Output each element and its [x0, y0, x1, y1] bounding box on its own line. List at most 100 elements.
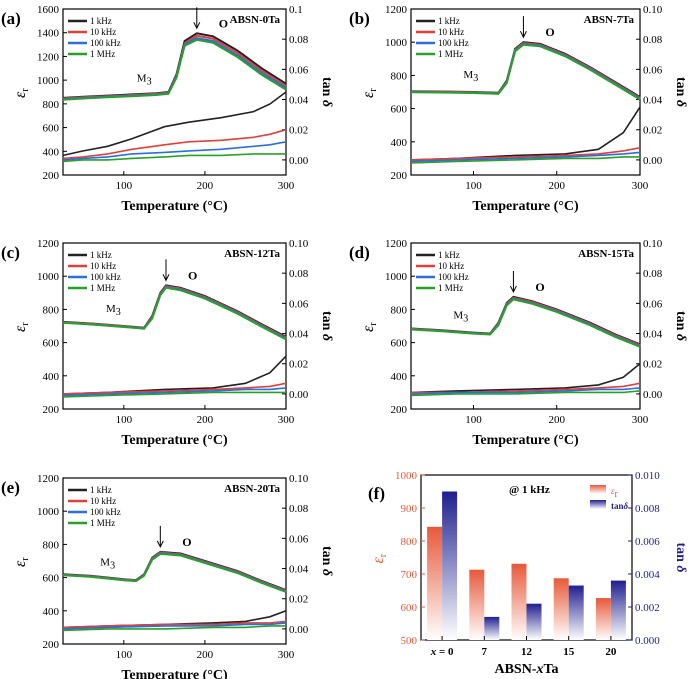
tan-delta-line: [62, 153, 286, 163]
tan-delta-line: [410, 151, 641, 163]
y2-tick-label: 0.06: [289, 64, 309, 76]
legend-label: 1 kHz: [438, 250, 460, 260]
legend-label: 100 kHz: [438, 38, 469, 48]
y2-axis-label: tan δ: [673, 77, 688, 107]
peak-arrowhead: [519, 30, 527, 39]
tan-delta-line: [62, 382, 287, 395]
y-tick-label: 900: [401, 503, 418, 515]
y2-tick-label: 0.06: [289, 533, 309, 545]
y2-tick-label: 0.08: [289, 503, 309, 515]
legend-label: 1 MHz: [90, 49, 115, 59]
y-axis-label: εr: [12, 557, 31, 567]
panel-1: 200 400 600 800 1000 1200 0.00 0.02 0.04 0.06 0.08…: [349, 4, 688, 214]
y2-tick-label: 0.00: [643, 155, 663, 167]
phase-O-label: O: [535, 280, 544, 294]
bar-tan-delta: [568, 585, 584, 640]
y2-tick-label: 0.00: [289, 155, 309, 167]
legend-label: 100 kHz: [438, 272, 469, 282]
permittivity-line: [410, 297, 641, 347]
y2-tick-label: 0.00: [643, 389, 663, 401]
y2-tick-label: 0.02: [289, 359, 308, 371]
x-tick-label: 200: [197, 180, 214, 192]
tan-delta-line: [410, 387, 641, 395]
x-axis-label: Temperature (°C): [121, 433, 228, 448]
phase-M3-label: M3: [453, 310, 468, 325]
bar-permittivity: [427, 526, 443, 640]
panel-title: ABSN-0Ta: [230, 14, 281, 26]
y2-tick-label: 0.06: [643, 64, 663, 76]
panel-title: ABSN-12Ta: [224, 248, 280, 260]
bar-tan-delta: [610, 580, 626, 640]
x-tick-label: 100: [116, 180, 133, 192]
bar-tan-delta: [442, 491, 458, 640]
panel-title: ABSN-15Ta: [578, 248, 634, 260]
legend-label: 10 kHz: [90, 27, 116, 37]
y2-tick-label: 0.006: [635, 536, 660, 548]
legend-label: εr: [611, 486, 619, 500]
panel-2: 200 400 600 800 1000 1200 0.00 0.02 0.04 0.06 0.08…: [1, 238, 334, 448]
y-tick-label: 800: [43, 304, 60, 316]
panel-5: 500 600 700 800 900 1000 0.000 0.002 0.004 0.006 0…: [368, 470, 688, 677]
legend-label: 100 kHz: [90, 272, 121, 282]
legend-label: 1 MHz: [90, 283, 115, 293]
tan-delta-line: [62, 387, 287, 397]
y-tick-label: 600: [43, 573, 60, 585]
y-tick-label: 700: [401, 569, 418, 581]
y-tick-label: 1000: [37, 506, 60, 518]
peak-arrowhead: [509, 285, 517, 294]
phase-O-label: O: [182, 535, 191, 549]
y2-tick-label: 0.10: [643, 4, 663, 16]
y2-tick-label: 0.08: [643, 268, 663, 280]
y2-tick-label: 0.004: [635, 569, 660, 581]
y-axis-label: εr: [360, 322, 379, 332]
legend-label: 1 MHz: [438, 283, 463, 293]
x-axis-label: Temperature (°C): [121, 199, 228, 214]
x-tick-label: 300: [278, 180, 295, 192]
y-tick-label: 400: [391, 371, 408, 383]
panel-3: 200 400 600 800 1000 1200 0.00 0.02 0.04 0.06 0.08…: [349, 238, 688, 448]
permittivity-line: [62, 550, 287, 591]
bar-permittivity: [595, 598, 611, 640]
y2-tick-label: 0.04: [643, 329, 663, 341]
tan-delta-line: [62, 625, 286, 632]
y2-tick-label: 0.08: [643, 34, 663, 46]
x-tick-label: 20: [605, 646, 617, 658]
y-tick-label: 1000: [385, 37, 408, 49]
legend-label: 10 kHz: [438, 261, 464, 271]
legend-label: 1 kHz: [90, 485, 112, 495]
y-tick-label: 1200: [385, 4, 408, 16]
y-axis-label: εr: [12, 322, 31, 332]
y-tick-label: 200: [43, 170, 60, 182]
plot-frame: [62, 477, 287, 645]
permittivity-line: [62, 552, 287, 593]
legend-swatch: [590, 500, 606, 509]
plot-frame: [62, 242, 287, 410]
y2-tick-label: 0.08: [289, 34, 309, 46]
legend-label: tanδ: [611, 501, 629, 511]
phase-M3-label: M3: [106, 303, 121, 318]
tan-delta-line: [410, 156, 640, 164]
permittivity-line: [62, 285, 287, 340]
y-tick-label: 600: [401, 602, 418, 614]
legend-label: 10 kHz: [438, 27, 464, 37]
x-axis-label: Temperature (°C): [472, 433, 579, 448]
legend-label: 100 kHz: [90, 507, 121, 517]
y2-tick-label: 0.10: [643, 238, 663, 250]
y2-tick-label: 0.02: [643, 125, 662, 137]
panel-label: (f): [368, 484, 385, 503]
bar-permittivity: [469, 569, 485, 640]
panel-label: (d): [349, 243, 370, 262]
y-tick-label: 200: [391, 404, 408, 416]
panel-title: ABSN-20Ta: [224, 483, 280, 495]
y2-tick-label: 0.04: [643, 95, 663, 107]
panel-title: ABSN-7Ta: [584, 14, 635, 26]
x-tick-label: 7: [482, 646, 488, 658]
y-tick-label: 400: [43, 371, 60, 383]
permittivity-line: [62, 285, 287, 339]
x-tick-label: 300: [278, 414, 295, 426]
peak-arrowhead: [156, 540, 164, 548]
y-tick-label: 400: [43, 606, 60, 618]
y2-tick-label: 0.00: [289, 624, 309, 636]
y2-axis-label: tan δ: [673, 542, 688, 572]
